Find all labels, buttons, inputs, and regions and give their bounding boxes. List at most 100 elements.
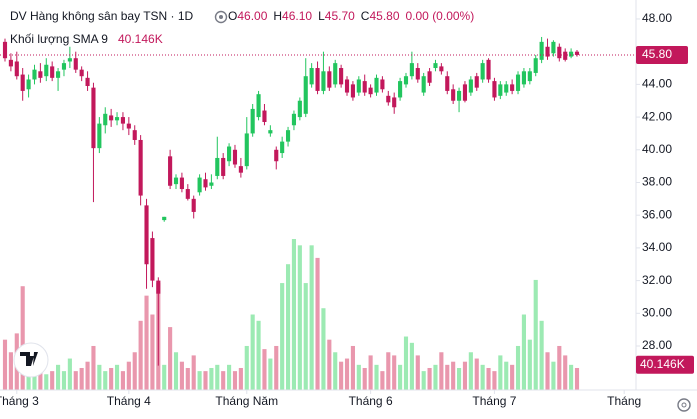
visibility-icon[interactable] (214, 10, 228, 24)
x-tick-label: Tháng 3 (0, 394, 39, 408)
volume-bar (392, 355, 397, 390)
volume-bar (20, 286, 25, 390)
candle-body (456, 90, 462, 101)
volume-bar (574, 367, 580, 390)
y-tick-label: 28.00 (642, 338, 672, 352)
volume-bar (398, 364, 403, 390)
candle-body (350, 84, 355, 98)
volume-bar (109, 367, 114, 390)
candle-body (374, 77, 379, 93)
candle-body (515, 74, 521, 91)
volume-bar (215, 364, 220, 390)
candle-body (221, 157, 226, 176)
volume-bar (521, 314, 526, 390)
volume-bar (179, 361, 184, 390)
volume-bar (274, 345, 279, 390)
volume-bar (315, 257, 320, 390)
candle-body (79, 69, 84, 77)
candle-body (38, 71, 43, 78)
candle-body (2, 41, 8, 59)
volume-bar (67, 358, 72, 390)
volume-bar (510, 364, 515, 390)
volume-bar (309, 245, 314, 390)
volume-bar (468, 352, 473, 390)
volume-bar (103, 371, 108, 390)
volume-bar (8, 352, 13, 390)
candle-body (91, 87, 96, 149)
volume-bar (409, 342, 414, 390)
candle-body (563, 51, 568, 60)
volume-bar (339, 361, 344, 390)
volume-bar (533, 279, 538, 390)
candle-body (392, 97, 397, 108)
candle-body (114, 117, 120, 121)
volume-bar (527, 339, 532, 390)
x-tick-label: Tháng 4 (107, 394, 151, 408)
settings-icon-center (681, 402, 687, 408)
volume-bar (539, 320, 544, 390)
volume-bar (498, 355, 503, 390)
x-tick-label: Tháng 7 (472, 394, 516, 408)
candle-body (557, 46, 562, 59)
candle-body (498, 84, 503, 96)
candle-body (144, 205, 149, 265)
candle-body (14, 61, 19, 77)
volume-bar (244, 345, 249, 390)
candle-body (262, 110, 267, 122)
volume-bar (256, 320, 261, 390)
tradingview-logo[interactable] (13, 342, 49, 378)
volume-bar (445, 364, 450, 390)
y-tick-label: 40.00 (642, 142, 672, 156)
volume-bar (421, 371, 426, 390)
candle-body (203, 179, 208, 188)
volume-bar (486, 367, 491, 390)
volume-bar (374, 364, 379, 390)
candle-body (386, 95, 391, 103)
candle-body (109, 115, 114, 121)
volume-bar (462, 361, 468, 390)
y-tick-label: 38.00 (642, 175, 672, 189)
candle-body (569, 51, 574, 57)
candle-body (32, 69, 37, 80)
volume-sma-value: 40.146K (118, 32, 163, 46)
volume-bar (197, 371, 202, 390)
candle-body (232, 149, 238, 165)
candle-body (103, 113, 108, 126)
candle-body (179, 177, 184, 190)
candle-body (191, 198, 196, 212)
candle-body (250, 108, 255, 134)
candle-body (274, 149, 279, 162)
volume-bar (138, 320, 143, 390)
volume-bar (144, 295, 149, 390)
volume-bar (569, 364, 574, 390)
volume-bar (439, 352, 444, 390)
volume-bar (262, 349, 267, 390)
volume-bar (321, 308, 326, 390)
candle-body (20, 74, 25, 91)
candle-body (539, 41, 544, 60)
volume-bar (515, 345, 521, 390)
candle-body (333, 63, 338, 85)
candle-body (510, 84, 515, 91)
volume-bar (344, 358, 350, 390)
candle-body (185, 189, 190, 199)
volume-bar (73, 371, 78, 390)
ohlc-value: 46.00 (237, 9, 267, 23)
candle-body (303, 76, 308, 114)
candle-body (462, 84, 468, 101)
ohlc-key: C (361, 9, 370, 23)
candle-body (504, 84, 509, 93)
candle-body (315, 68, 320, 91)
candle-body (97, 123, 102, 149)
volume-bar (545, 352, 550, 390)
volume-bar (368, 355, 373, 390)
axis-settings[interactable] (677, 398, 691, 412)
volume-bar (91, 345, 96, 390)
volume-bar (227, 364, 232, 390)
volume-bar (168, 327, 173, 390)
candle-body (67, 58, 72, 62)
candle-body (56, 71, 61, 78)
candle-body (156, 280, 161, 294)
